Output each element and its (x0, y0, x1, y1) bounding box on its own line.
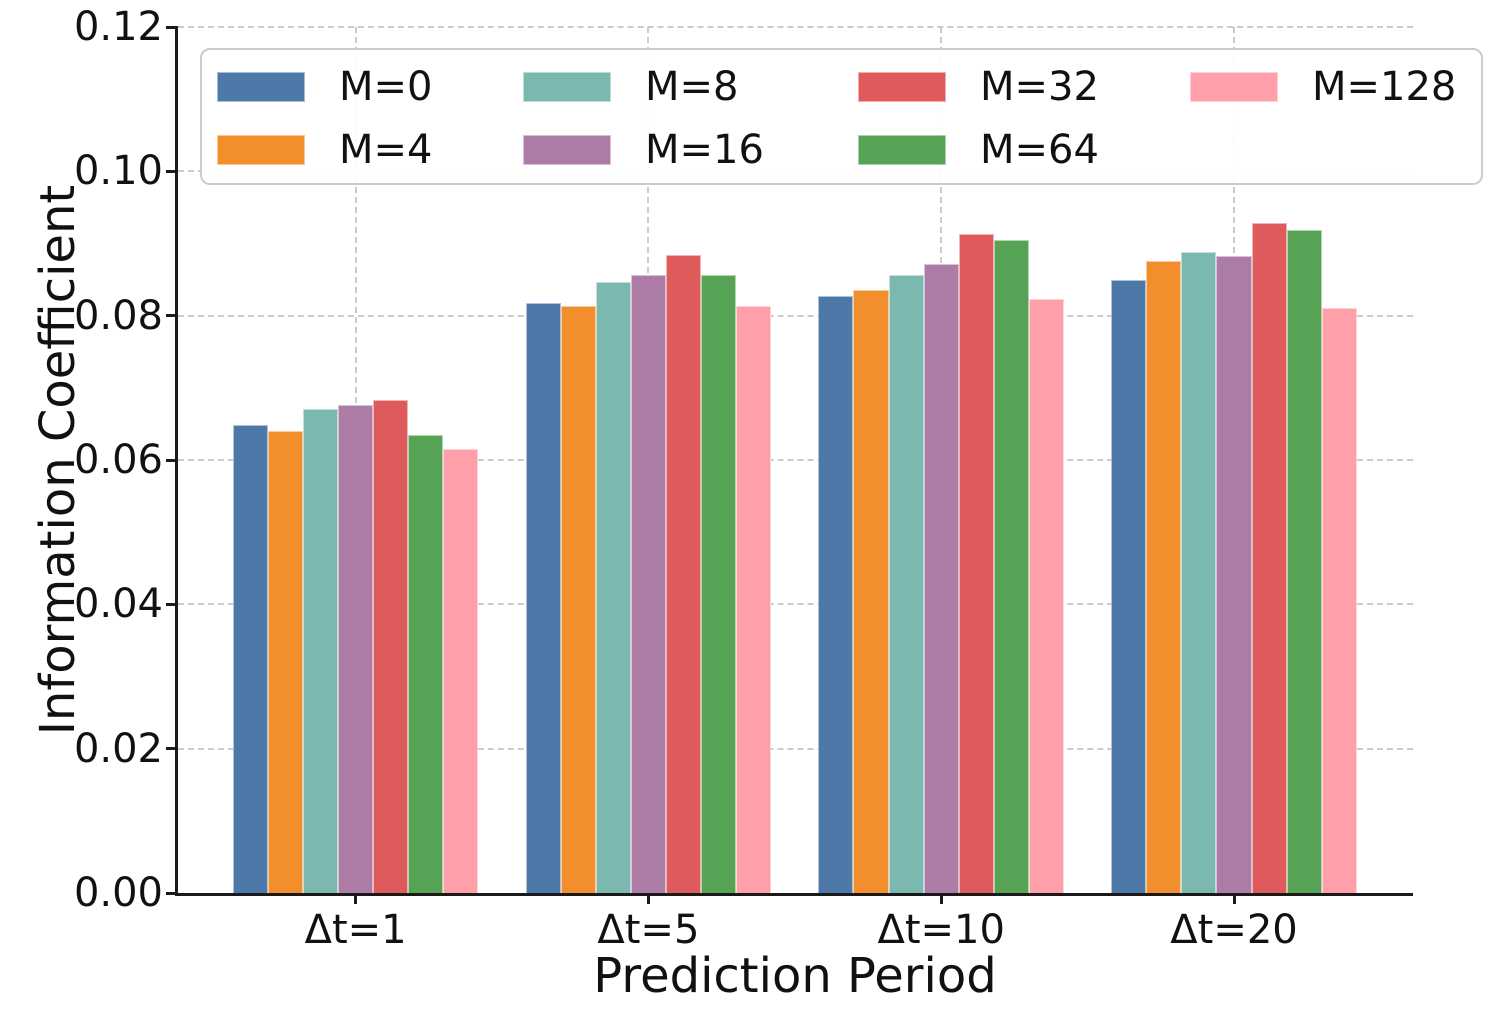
y-tick-label: 0.04 (73, 581, 163, 628)
bar (888, 274, 924, 893)
y-tick-mark (166, 747, 178, 751)
bar (338, 405, 374, 893)
y-tick-label: 0.06 (73, 437, 163, 483)
legend-swatch (523, 135, 611, 165)
y-tick-label: 0.00 (73, 870, 163, 916)
bar (525, 303, 561, 893)
legend-swatch (523, 72, 611, 102)
bar (1146, 260, 1182, 893)
y-tick-label: 0.08 (73, 292, 163, 339)
bar (1111, 280, 1147, 893)
legend-swatch (217, 135, 305, 165)
bar (818, 296, 854, 893)
bar (267, 431, 303, 893)
legend-label: M=8 (645, 64, 739, 110)
h-gridline (178, 747, 1413, 750)
bar (701, 275, 737, 893)
bar (408, 434, 444, 893)
bar (1028, 299, 1065, 893)
bar (302, 409, 339, 893)
y-tick-mark (166, 314, 178, 318)
legend-label: M=16 (645, 127, 764, 173)
bar (1251, 223, 1287, 893)
bar (853, 289, 889, 893)
bar (993, 239, 1029, 893)
x-tick-label: Δt=5 (597, 907, 700, 953)
h-gridline (178, 603, 1413, 606)
bar (232, 425, 268, 893)
bar (1286, 229, 1322, 893)
y-tick-mark (166, 458, 178, 462)
x-tick-label: Δt=10 (877, 907, 1005, 953)
bar (1181, 252, 1217, 893)
bar (1321, 308, 1357, 893)
bar (630, 274, 666, 893)
x-axis-title: Prediction Period (593, 948, 997, 1004)
x-tick-mark (1232, 893, 1236, 904)
y-tick-mark (166, 169, 178, 173)
bar (923, 264, 959, 893)
y-axis-title: Information Coefficient (30, 184, 86, 736)
bar (736, 306, 772, 893)
y-tick-mark (166, 25, 178, 29)
y-tick-label: 0.02 (73, 725, 163, 772)
legend-swatch (217, 72, 305, 102)
h-gridline (178, 26, 1413, 28)
legend-label: M=128 (1312, 64, 1457, 110)
x-tick-label: Δt=1 (304, 907, 407, 953)
y-tick-mark (166, 891, 178, 895)
legend-swatch (858, 135, 946, 165)
legend-label: M=0 (339, 64, 433, 110)
x-tick-mark (646, 893, 650, 904)
bar (373, 400, 409, 893)
legend-label: M=64 (980, 127, 1099, 173)
bar (443, 449, 479, 893)
h-gridline (178, 459, 1413, 461)
x-axis-spine (175, 893, 1413, 896)
y-tick-label: 0.12 (73, 4, 163, 50)
y-axis-spine (175, 27, 178, 896)
legend-swatch (1190, 72, 1278, 102)
y-tick-label: 0.10 (73, 148, 163, 195)
legend: M=0 M=4 M=8 M=16 M=32 M=64 M=128 (200, 48, 1483, 185)
x-tick-mark (354, 893, 358, 904)
bar (595, 282, 631, 893)
y-tick-mark (166, 602, 178, 606)
bar (958, 234, 994, 893)
h-gridline (178, 314, 1413, 317)
legend-label: M=4 (339, 127, 433, 173)
x-tick-mark (939, 893, 943, 904)
bar (560, 305, 596, 893)
legend-swatch (858, 72, 946, 102)
bar (665, 255, 702, 893)
legend-label: M=32 (980, 64, 1099, 110)
x-tick-label: Δt=20 (1170, 907, 1298, 953)
bar (1216, 256, 1252, 893)
